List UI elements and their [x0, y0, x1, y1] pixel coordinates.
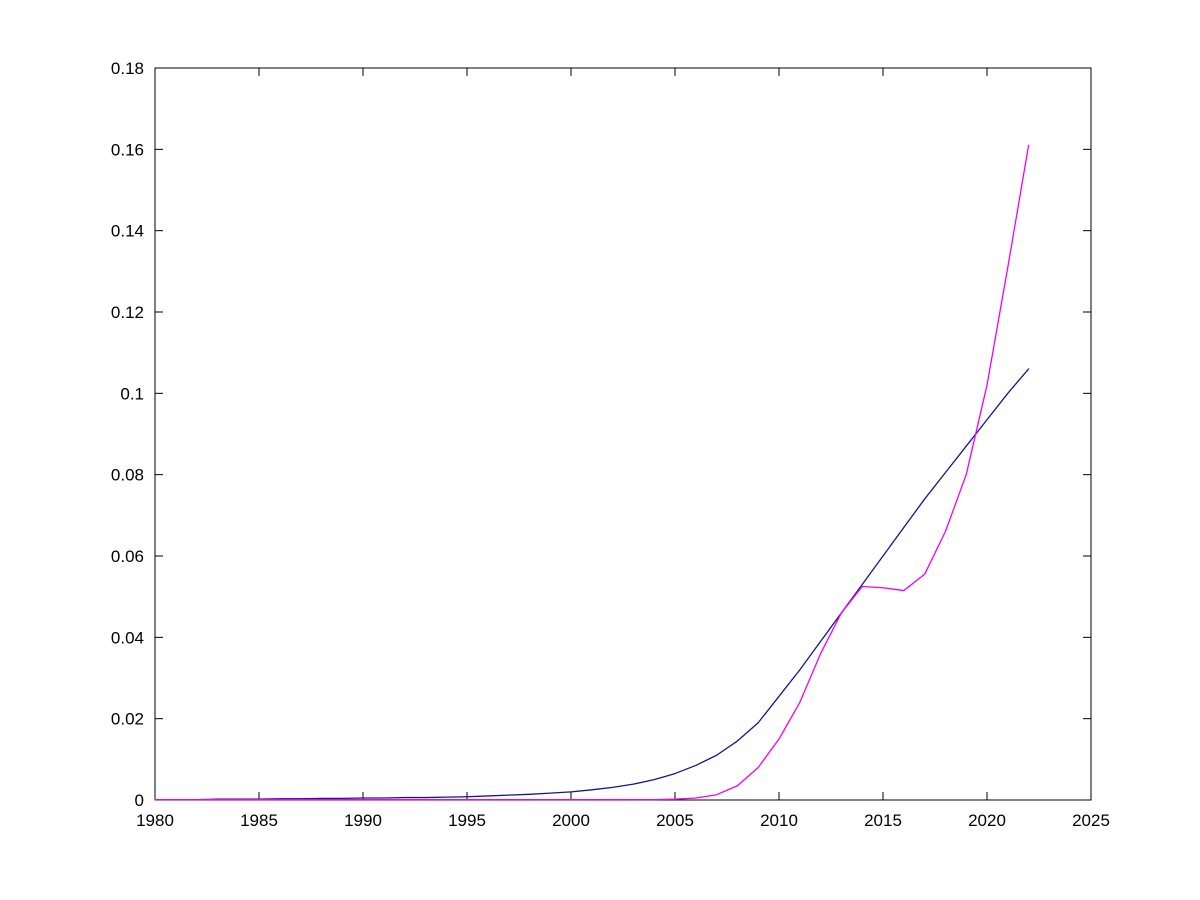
- y-tick-label: 0.04: [111, 628, 144, 647]
- blue-smooth-curve: [154, 368, 1030, 801]
- x-tick-label: 1985: [240, 811, 278, 830]
- y-tick-label: 0.16: [111, 140, 144, 159]
- magenta-data-curve: [154, 144, 1030, 801]
- y-tick-label: 0.08: [111, 466, 144, 485]
- x-tick-label: 2005: [656, 811, 694, 830]
- x-tick-label: 2010: [760, 811, 798, 830]
- x-tick-label: 2020: [968, 811, 1006, 830]
- x-tick-label: 1995: [448, 811, 486, 830]
- y-tick-label: 0.14: [111, 222, 144, 241]
- x-tick-label: 2000: [552, 811, 590, 830]
- y-tick-label: 0.12: [111, 303, 144, 322]
- x-tick-label: 2015: [864, 811, 902, 830]
- x-tick-label: 1990: [344, 811, 382, 830]
- x-tick-label: 1980: [136, 811, 174, 830]
- y-tick-label: 0.06: [111, 547, 144, 566]
- axes-box: [154, 67, 1092, 801]
- x-tick-label: 2025: [1072, 811, 1110, 830]
- y-tick-label: 0.18: [111, 59, 144, 78]
- y-tick-label: 0: [135, 791, 144, 810]
- y-tick-label: 0.02: [111, 710, 144, 729]
- y-tick-label: 0.1: [120, 384, 144, 403]
